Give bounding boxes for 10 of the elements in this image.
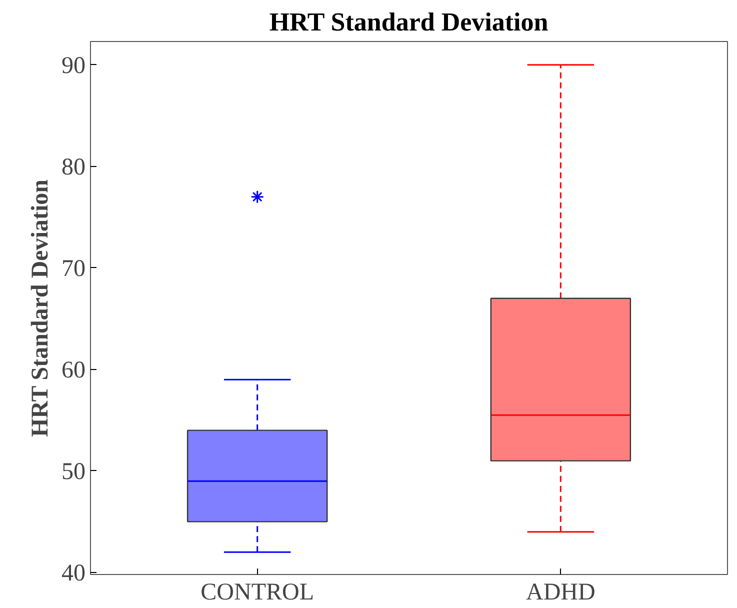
y-axis-title: HRT Standard Deviation bbox=[28, 179, 54, 437]
chart-title: HRT Standard Deviation bbox=[269, 8, 549, 36]
y-tick-label: 80 bbox=[62, 154, 86, 180]
y-tick-label: 60 bbox=[62, 357, 86, 384]
x-tick-label: CONTROL bbox=[200, 580, 314, 606]
y-tick-label: 40 bbox=[62, 560, 86, 586]
y-tick-label: 90 bbox=[62, 52, 86, 79]
x-tick-label: ADHD bbox=[526, 580, 596, 606]
y-tick-label: 50 bbox=[62, 458, 86, 485]
y-tick-label: 70 bbox=[62, 256, 86, 282]
